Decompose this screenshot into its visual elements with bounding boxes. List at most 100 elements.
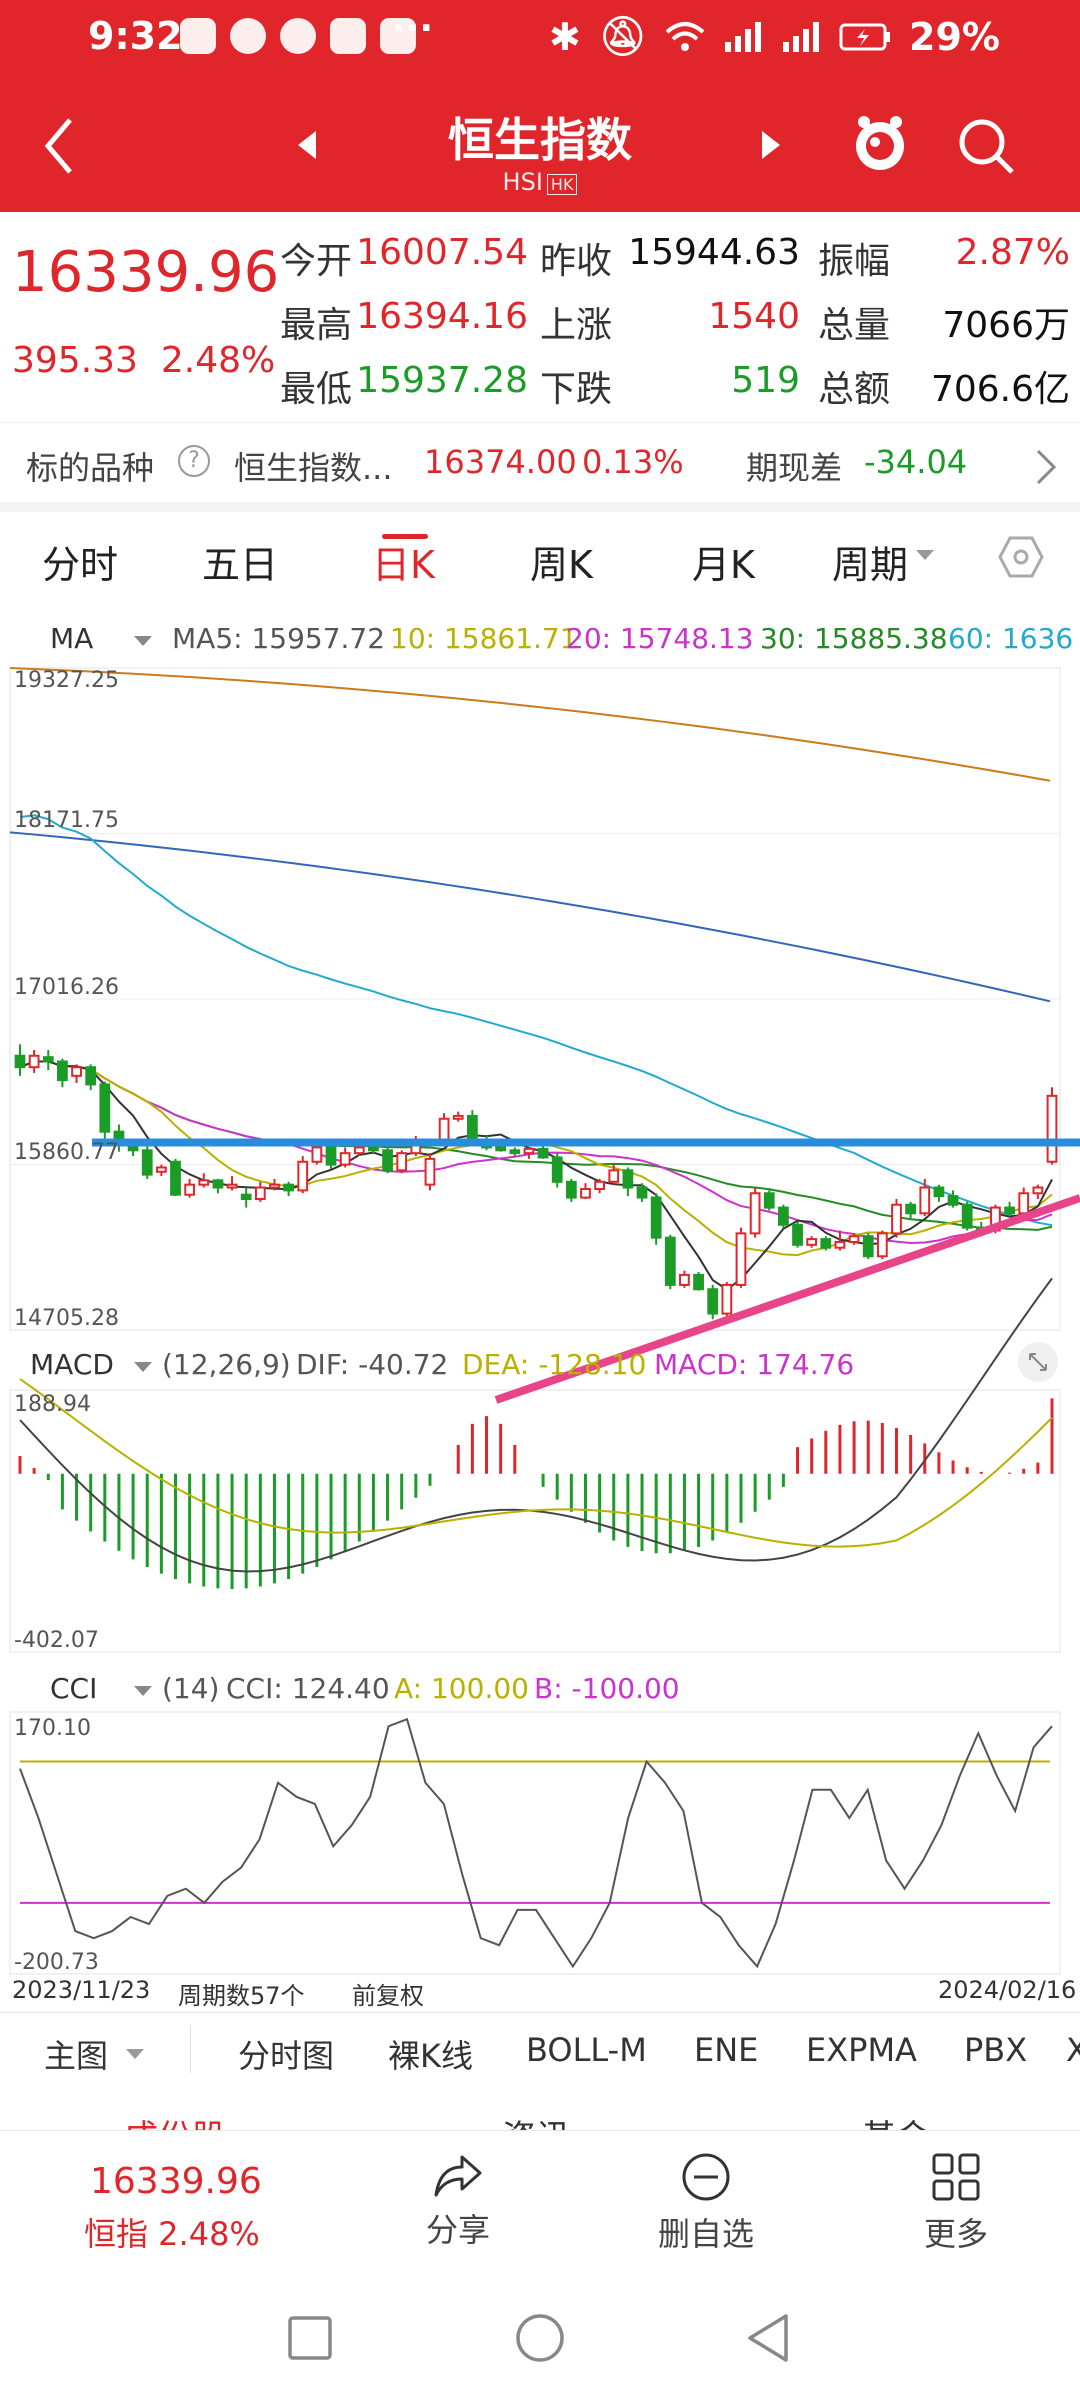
bluetooth-icon: ✱ <box>548 14 581 59</box>
quote-value: 2.87% <box>955 232 1070 273</box>
candle-body <box>848 1235 860 1243</box>
candle-body <box>650 1196 662 1239</box>
tab-daily-k[interactable]: 日K <box>372 543 435 587</box>
share-button[interactable]: 分享 <box>388 2151 528 2251</box>
quote-label: 振幅 <box>818 241 891 282</box>
signal-icon <box>725 21 762 52</box>
battery-icon <box>839 23 891 50</box>
cci-a-value: A: 100.00 <box>394 1672 529 1705</box>
candle-body <box>254 1186 266 1200</box>
start-date: 2023/11/23 <box>12 1976 151 2004</box>
tab-timeshare[interactable]: 分时 <box>42 543 119 587</box>
basis-label: 期现差 <box>746 449 843 487</box>
battery-percent: 29% <box>909 14 1000 59</box>
help-icon[interactable]: ? <box>178 445 210 477</box>
tab-five-day[interactable]: 五日 <box>202 543 279 587</box>
tab-weekly-k[interactable]: 周K <box>530 543 593 587</box>
candle-body <box>537 1147 549 1159</box>
indicator-item[interactable]: PBX <box>964 2031 1028 2069</box>
candle-body <box>368 1146 379 1152</box>
quote-label: 最低 <box>280 369 353 410</box>
candle-body <box>693 1273 704 1291</box>
assistant-mascot-icon[interactable] <box>852 114 908 176</box>
search-icon[interactable] <box>956 116 1016 176</box>
candle-body <box>1018 1192 1030 1215</box>
ma-dropdown-icon[interactable] <box>134 636 152 646</box>
futures-row[interactable]: 标的品种 ? 恒生指数... 16374.00 0.13% 期现差 -34.04 <box>0 422 1080 512</box>
candle-body <box>99 1083 111 1133</box>
period-tabs: 分时 五日 日K 周K 月K 周期 <box>0 512 1080 602</box>
back-icon[interactable] <box>40 114 80 178</box>
kline-chart[interactable] <box>0 660 1080 1990</box>
main-chart-select[interactable]: 主图 <box>44 2037 109 2075</box>
dea-value: DEA: -128.10 <box>462 1348 647 1381</box>
indicator-item[interactable]: BOLL-M <box>526 2031 647 2069</box>
candle-body <box>622 1169 634 1189</box>
expand-icon[interactable] <box>1016 1340 1060 1384</box>
tab-news[interactable]: 资讯 <box>502 2110 570 2130</box>
cci-dropdown-icon[interactable] <box>134 1686 152 1696</box>
end-date: 2024/02/16 <box>938 1976 1077 2004</box>
tab-funds[interactable]: 基金 <box>862 2110 930 2130</box>
candle-body <box>184 1183 196 1196</box>
next-index-icon[interactable] <box>762 131 780 159</box>
quote-panel: 16339.96 395.33 2.48% 今开 16007.54 昨收 15944.… <box>0 212 1080 422</box>
macd-dropdown-icon[interactable] <box>134 1362 152 1372</box>
prev-index-icon[interactable] <box>298 131 316 159</box>
app-notification-icon <box>230 18 266 54</box>
tab-constituents[interactable]: 成份股 <box>124 2110 226 2130</box>
home-icon[interactable] <box>514 2312 566 2364</box>
settings-hexagon-icon[interactable] <box>998 534 1044 580</box>
quote-row: 今开 16007.54 昨收 15944.63 振幅 2.87% <box>280 232 1070 296</box>
cci-panel-frame <box>9 1711 1061 1975</box>
candle-body <box>876 1232 888 1258</box>
quote-value: 706.6亿 <box>930 369 1070 410</box>
macd-params: (12,26,9) <box>162 1348 291 1381</box>
ma60-line <box>19 814 1053 1227</box>
indicator-item[interactable]: 分时图 <box>238 2037 335 2075</box>
main-chart-dropdown-icon[interactable] <box>126 2049 144 2059</box>
more-button[interactable]: 更多 <box>886 2151 1026 2255</box>
active-tab-indicator <box>382 534 428 539</box>
adjust-mode[interactable]: 前复权 <box>352 1982 424 2010</box>
quote-label: 总量 <box>818 305 891 346</box>
futures-name: 恒生指数... <box>234 449 393 487</box>
indicator-item[interactable]: X <box>1066 2031 1080 2069</box>
tab-period[interactable]: 周期 <box>832 543 909 587</box>
candle-body <box>905 1203 917 1215</box>
page-subtitle: HSI HK <box>380 168 700 196</box>
candle-body <box>467 1114 478 1142</box>
app-notification-icon <box>180 18 216 54</box>
indicator-item[interactable]: ENE <box>694 2031 759 2069</box>
period-dropdown-icon[interactable] <box>916 550 934 560</box>
nav-bar: 恒生指数 HSI HK <box>0 80 1080 212</box>
remove-watchlist-button[interactable]: 删自选 <box>636 2151 776 2255</box>
candle-body <box>664 1236 676 1286</box>
candle-body <box>240 1193 252 1200</box>
candle-body <box>947 1195 959 1206</box>
tab-monthly-k[interactable]: 月K <box>692 543 755 587</box>
candle-body <box>325 1146 337 1166</box>
candle-body <box>438 1117 450 1143</box>
candle-body <box>594 1180 605 1190</box>
back-nav-icon[interactable] <box>744 2312 792 2364</box>
chevron-right-icon[interactable] <box>1034 447 1058 487</box>
quote-row: 最高 16394.16 上涨 1540 总量 7066万 <box>280 296 1070 360</box>
mute-icon: 🔕︎ <box>598 14 648 58</box>
candle-body <box>1046 1094 1058 1163</box>
candle-body <box>933 1186 945 1198</box>
futures-label: 标的品种 <box>26 449 155 487</box>
macd-axis-label: -402.07 <box>14 1628 99 1653</box>
candle-body <box>155 1166 167 1173</box>
candle-body <box>919 1186 931 1215</box>
minus-circle-icon <box>682 2153 730 2201</box>
candle-body <box>806 1238 818 1246</box>
candle-body <box>565 1180 577 1199</box>
candle-body <box>28 1054 40 1069</box>
candle-body <box>198 1179 210 1186</box>
date-bar: 2023/11/23 周期数57个 前复权 2024/02/16 <box>0 1972 1080 2012</box>
indicator-item[interactable]: 裸K线 <box>388 2037 473 2075</box>
price-axis-label: 19327.25 <box>14 668 119 693</box>
recent-apps-icon[interactable] <box>286 2314 334 2362</box>
indicator-item[interactable]: EXPMA <box>806 2031 917 2069</box>
